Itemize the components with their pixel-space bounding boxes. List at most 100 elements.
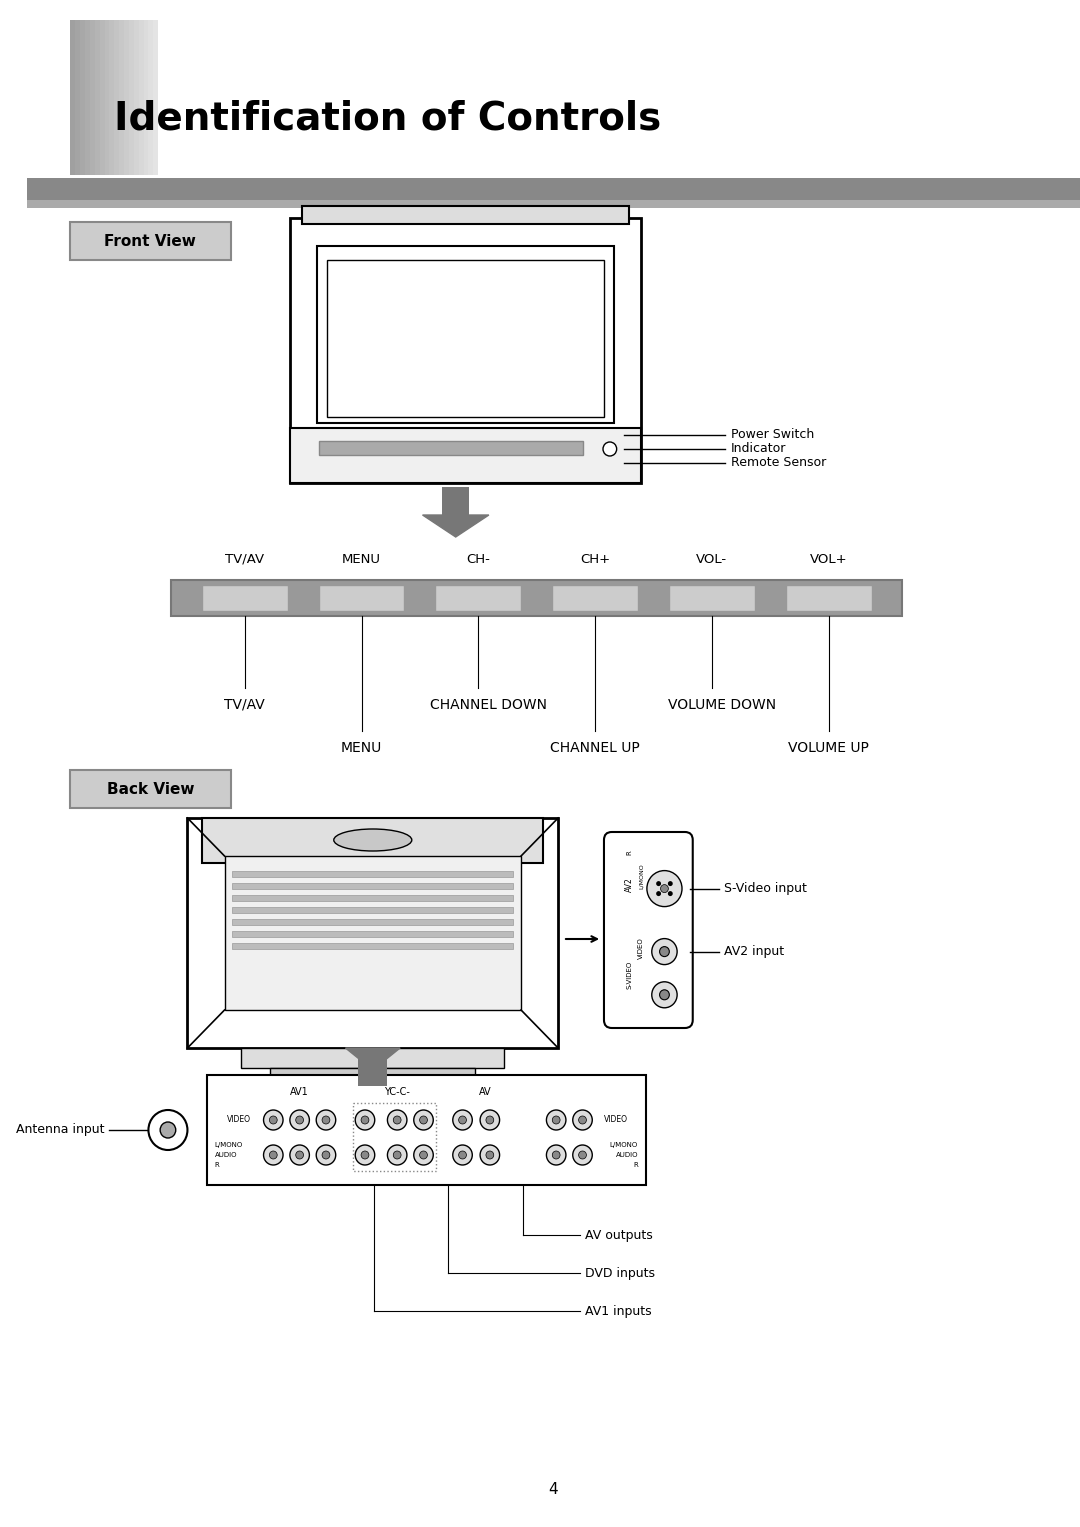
Bar [99,20,105,176]
Circle shape [264,1145,283,1165]
Bar [202,585,287,611]
Text: R: R [215,1162,219,1168]
Ellipse shape [334,829,411,851]
Circle shape [481,1145,500,1165]
Circle shape [388,1145,407,1165]
Circle shape [361,1116,369,1124]
Bar [319,441,582,455]
Text: L/MONO: L/MONO [638,863,644,889]
Bar [435,585,522,611]
Text: S-VIDEO: S-VIDEO [626,960,632,989]
Circle shape [289,1145,309,1165]
Text: VIDEO: VIDEO [227,1116,251,1124]
Text: CH+: CH+ [580,553,610,567]
Bar [70,770,231,808]
Circle shape [160,1122,176,1138]
Text: 4: 4 [549,1483,558,1498]
Bar [105,20,109,176]
Bar [232,919,513,925]
Circle shape [414,1110,433,1130]
FancyBboxPatch shape [604,832,692,1028]
Circle shape [393,1151,401,1159]
Text: S-Video input: S-Video input [724,883,807,895]
Text: MENU: MENU [341,741,382,754]
Text: Back View: Back View [107,782,194,797]
Circle shape [552,1116,561,1124]
Bar [353,1102,436,1171]
Text: R: R [633,1162,638,1168]
Bar [144,20,148,176]
Text: Identification of Controls: Identification of Controls [114,99,662,137]
Bar [318,246,613,423]
Bar [232,907,513,913]
Text: Front View: Front View [105,234,197,249]
Text: AV2: AV2 [625,878,634,892]
Text: VOLUME UP: VOLUME UP [788,741,869,754]
Circle shape [269,1116,278,1124]
Bar [114,20,119,176]
Text: CHANNEL DOWN: CHANNEL DOWN [430,698,546,712]
Bar [270,1067,475,1086]
Circle shape [322,1116,329,1124]
Text: TV/AV: TV/AV [225,698,265,712]
Circle shape [459,1116,467,1124]
Bar [153,20,158,176]
Bar [232,883,513,889]
Bar [301,206,630,224]
Circle shape [393,1116,401,1124]
Polygon shape [346,1048,400,1070]
Circle shape [657,892,661,896]
Circle shape [667,881,673,886]
Circle shape [661,884,669,893]
Circle shape [651,982,677,1008]
Text: AV outputs: AV outputs [585,1229,652,1241]
Text: VOL+: VOL+ [810,553,848,567]
Circle shape [355,1145,375,1165]
Circle shape [453,1110,472,1130]
Circle shape [459,1151,467,1159]
Circle shape [269,1151,278,1159]
Bar [785,585,872,611]
Circle shape [420,1116,428,1124]
Bar [359,1048,388,1086]
Bar [232,895,513,901]
Circle shape [355,1110,375,1130]
Bar [109,20,114,176]
Bar [70,221,231,260]
Circle shape [657,881,661,886]
Circle shape [647,870,681,907]
Circle shape [546,1110,566,1130]
Bar [289,218,642,483]
Circle shape [651,939,677,965]
Text: VOL-: VOL- [697,553,728,567]
Text: DVD inputs: DVD inputs [585,1266,654,1280]
Bar [70,20,76,176]
Bar [232,931,513,938]
Bar [129,20,134,176]
Bar [289,428,642,483]
Bar [124,20,129,176]
Bar [207,1075,646,1185]
Bar [85,20,90,176]
Bar [95,20,99,176]
Circle shape [546,1145,566,1165]
Text: AUDIO: AUDIO [616,1151,638,1157]
Circle shape [148,1110,188,1150]
Bar [202,818,543,863]
Text: AUDIO: AUDIO [215,1151,238,1157]
Circle shape [552,1151,561,1159]
Bar [76,20,80,176]
Circle shape [414,1145,433,1165]
Circle shape [453,1145,472,1165]
Text: YC-C-: YC-C- [384,1087,410,1096]
Bar [148,20,153,176]
Circle shape [486,1151,494,1159]
Text: AV2 input: AV2 input [724,945,784,957]
Circle shape [481,1110,500,1130]
Text: VIDEO: VIDEO [605,1116,629,1124]
Circle shape [316,1145,336,1165]
Circle shape [322,1151,329,1159]
Text: MENU: MENU [342,553,381,567]
Circle shape [660,947,670,956]
Circle shape [289,1110,309,1130]
